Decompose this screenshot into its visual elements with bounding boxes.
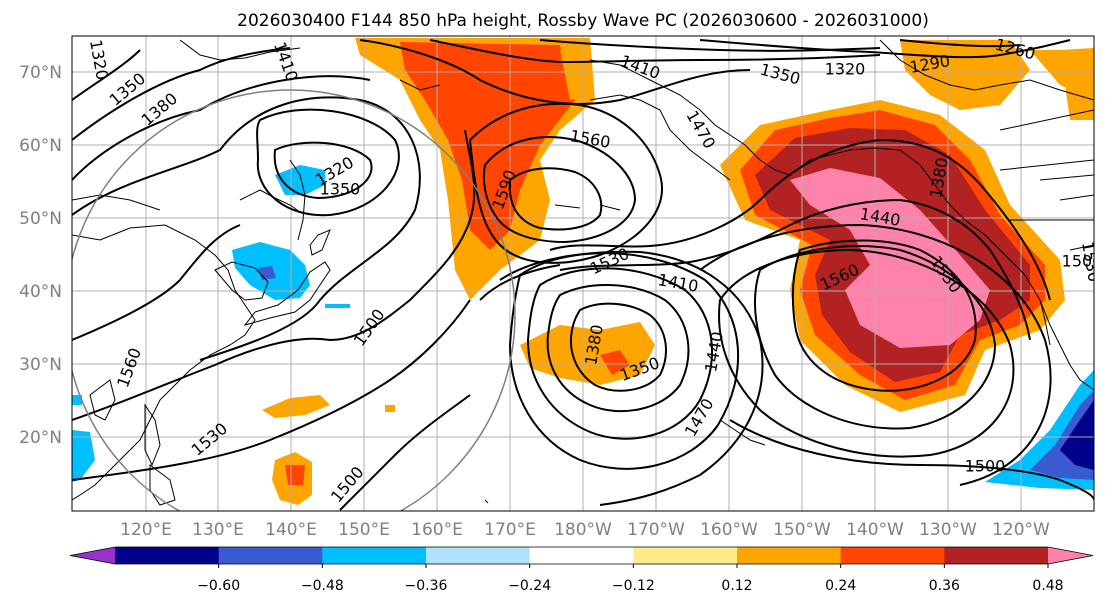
lon-axis: 120°E 130°E 140°E 150°E 160°E 170°E 180°… <box>120 520 1050 540</box>
colorbar-label: 0.36 <box>929 578 960 594</box>
lat-tick: 30°N <box>19 355 62 375</box>
height-contours <box>72 39 1094 511</box>
lat-tick: 60°N <box>19 136 62 156</box>
colorbar-label: −0.60 <box>197 578 240 594</box>
lon-tick: 160°W <box>700 520 758 540</box>
colorbar-extend-high <box>1048 547 1093 564</box>
lon-tick: 170°W <box>627 520 685 540</box>
lon-tick: 140°W <box>846 520 904 540</box>
colorbar-label: −0.24 <box>508 578 551 594</box>
colorbar-label: 0.12 <box>721 578 752 594</box>
map-frame <box>71 35 1095 512</box>
radius-circle <box>72 89 516 511</box>
colorbar-label: −0.48 <box>301 578 344 594</box>
graticule <box>72 36 1094 511</box>
contour-label: 1350 <box>320 180 361 199</box>
colorbar-label: 0.24 <box>825 578 856 594</box>
colorbar-swatch <box>529 547 634 564</box>
colorbar-swatch <box>944 547 1049 564</box>
contour-label: 1320 <box>825 60 866 79</box>
thin-contours <box>72 79 1094 221</box>
colorbar-extend-low <box>70 547 115 564</box>
colorbar-label: −0.12 <box>612 578 655 594</box>
lon-tick: 180°W <box>554 520 612 540</box>
lat-axis: 70°N 60°N 50°N 40°N 30°N 20°N <box>19 63 62 448</box>
colorbar-swatch <box>218 547 323 564</box>
colorbar-swatch <box>633 547 738 564</box>
lon-tick: 130°W <box>919 520 977 540</box>
lon-tick: 130°E <box>192 520 244 540</box>
colorbar-swatch <box>426 547 531 564</box>
colorbar-label: 0.48 <box>1032 578 1063 594</box>
colorbar-swatch <box>322 547 427 564</box>
colorbar-swatch <box>737 547 842 564</box>
lon-tick: 150°E <box>338 520 390 540</box>
contour-label: 1500 <box>1062 252 1103 271</box>
lat-tick: 70°N <box>19 63 62 83</box>
colorbar-outline <box>69 546 1094 565</box>
contour-label: 1500 <box>965 457 1006 476</box>
colorbar-label: −0.36 <box>405 578 448 594</box>
lon-tick: 160°E <box>411 520 463 540</box>
colorbar-swatch <box>115 547 220 564</box>
lat-tick: 20°N <box>19 428 62 448</box>
lat-tick: 50°N <box>19 209 62 229</box>
lon-tick: 120°W <box>992 520 1050 540</box>
lat-tick: 40°N <box>19 282 62 302</box>
colorbar <box>69 546 1094 565</box>
lon-tick: 140°E <box>265 520 317 540</box>
colorbar-labels: −0.60 −0.48 −0.36 −0.24 −0.12 0.12 0.24 0.36 0.4… <box>197 564 1064 594</box>
colorbar-swatch <box>840 547 945 564</box>
lon-tick: 170°E <box>484 520 536 540</box>
lon-tick: 120°E <box>120 520 172 540</box>
map-title: 2026030400 F144 850 hPa height, Rossby W… <box>237 11 929 31</box>
lon-tick: 150°W <box>773 520 831 540</box>
